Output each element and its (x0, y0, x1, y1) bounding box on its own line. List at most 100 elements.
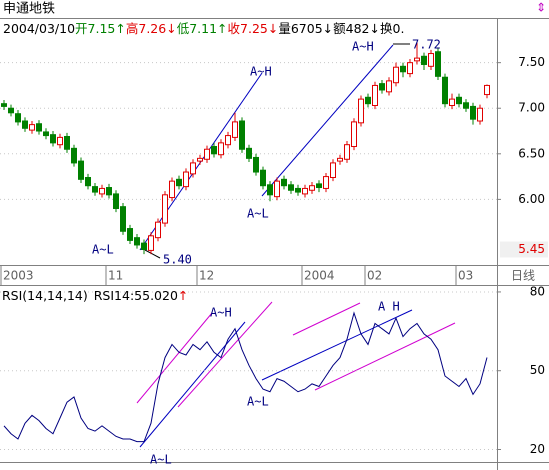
quote-item: 额482 (333, 21, 369, 36)
candle-body (71, 147, 77, 164)
candle-body (8, 107, 14, 114)
candle-body (386, 80, 392, 93)
stock-name: 申通地铁 (3, 2, 55, 17)
candle-body (43, 131, 49, 137)
quote-item: ↓ (268, 21, 278, 36)
y-tick-label: 20 (530, 442, 545, 456)
quote-item: ↑ (217, 21, 227, 36)
annotation: A~H (250, 65, 272, 79)
channel-lines (136, 301, 456, 408)
candle-body (176, 178, 182, 187)
candle-body (190, 162, 196, 175)
annotation: 7.72 (412, 38, 441, 52)
annotation: A H (378, 300, 400, 314)
candle-body (78, 160, 84, 180)
candle-body (50, 134, 56, 144)
candle-body (36, 123, 42, 132)
quote-line: 2004/03/10开7.15↑高7.26↓低7.11↑收7.25↓量6705↓… (3, 21, 404, 36)
candle-body (295, 187, 301, 193)
indicator-header: RSI(14,14,14) RSI14:55.020↑ (2, 288, 188, 303)
candle-body (421, 55, 427, 65)
candle-body (218, 142, 224, 156)
candle-body (449, 98, 455, 106)
candle-body (365, 96, 371, 105)
quote-item: ↓ (323, 21, 333, 36)
candle-body (414, 57, 420, 62)
candle-body (204, 148, 210, 160)
date-label: 03 (458, 269, 473, 283)
y-tick-label: 7.50 (518, 55, 545, 69)
candle-body (337, 157, 343, 162)
annotation: A~L (247, 207, 269, 221)
quote-item: 换0. (380, 21, 404, 36)
quote-item: 高7.26 (126, 21, 166, 36)
date-label: 2003 (3, 269, 34, 283)
candle-body (169, 180, 175, 199)
candle-body (1, 103, 7, 107)
candle-body (134, 237, 140, 246)
candle-body (64, 135, 70, 150)
candle-body (267, 184, 273, 196)
quote-item: 收7.25 (228, 21, 268, 36)
candle-body (393, 66, 399, 84)
period-label: 日线 (511, 269, 535, 283)
frame (0, 18, 549, 470)
candle-body (99, 187, 105, 195)
candle-body (274, 180, 280, 198)
candle-body (400, 65, 406, 73)
candle-body (183, 171, 189, 188)
candle-body (470, 105, 476, 120)
indicator-title: RSI(14,14,14) (2, 288, 88, 303)
quote-item: 2004/03/10 (3, 21, 75, 36)
candle-body (372, 84, 378, 106)
candle-body (253, 156, 259, 173)
toggle-icon[interactable]: ⇕ (536, 1, 546, 15)
candle-body (463, 102, 469, 109)
candle-body (120, 206, 126, 232)
candle-body (148, 235, 154, 251)
rsi-line (3, 311, 488, 443)
date-label: 11 (108, 269, 123, 283)
candle-body (344, 144, 350, 160)
candle-body (155, 221, 161, 239)
candle-body (211, 146, 217, 155)
candle-body (351, 121, 357, 148)
candle-body (442, 76, 448, 105)
candle-body (141, 242, 147, 251)
candle-body (477, 107, 483, 122)
annotation: A~H (352, 40, 374, 54)
indicator-arrow: ↑ (178, 288, 188, 303)
candle-body (15, 113, 21, 123)
date-label: 12 (199, 269, 214, 283)
candle-body (57, 136, 63, 146)
candle-body (162, 194, 168, 224)
date-label: 2004 (304, 269, 335, 283)
annotation: A~H (210, 306, 232, 320)
candle-body (302, 187, 308, 195)
quote-item: 开7.15 (75, 21, 115, 36)
indicator-value: RSI14:55.020 (94, 288, 178, 303)
candle-body (407, 62, 413, 75)
candle-body (232, 121, 238, 138)
candle-body (288, 184, 294, 191)
candle-body (428, 53, 434, 67)
price-marker-label: 5.45 (518, 242, 545, 256)
quote-item: 低7.11 (177, 21, 217, 36)
y-tick-label: 6.50 (518, 146, 545, 160)
candle-body (246, 147, 252, 159)
quote-item: ↓ (166, 21, 176, 36)
candle-body (281, 178, 287, 187)
quote-item: ↓ (370, 21, 380, 36)
candle-body (22, 120, 28, 129)
annotation: A~L (150, 453, 172, 467)
annotation: A~L (247, 395, 269, 409)
annotation: 5.40 (163, 253, 192, 267)
y-tick-label: 50 (530, 363, 545, 377)
quote-item: 量6705 (278, 21, 322, 36)
candle-body (484, 84, 490, 96)
candle-body (92, 186, 98, 193)
candle-body (85, 177, 91, 187)
candle-body (316, 183, 322, 189)
